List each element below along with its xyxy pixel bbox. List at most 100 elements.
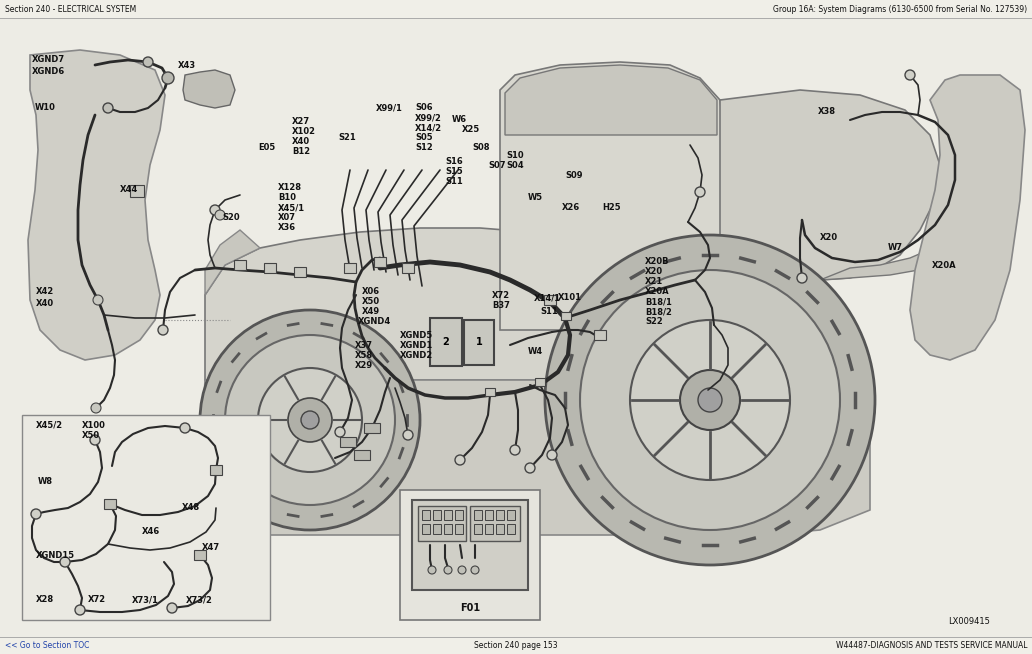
Polygon shape — [183, 70, 235, 108]
Text: X27: X27 — [292, 118, 311, 126]
Text: X73/2: X73/2 — [186, 596, 213, 604]
Bar — [455, 524, 463, 534]
Text: S11: S11 — [445, 177, 462, 186]
Text: W5: W5 — [528, 194, 543, 203]
FancyBboxPatch shape — [22, 415, 270, 620]
Text: X100: X100 — [82, 421, 106, 430]
Text: << Go to Section TOC: << Go to Section TOC — [5, 640, 90, 649]
Text: X58: X58 — [355, 351, 374, 360]
Text: X14/2: X14/2 — [415, 124, 442, 133]
Bar — [544, 295, 556, 305]
Text: X20A: X20A — [932, 260, 957, 269]
Circle shape — [458, 566, 466, 574]
Bar — [496, 510, 504, 520]
Text: X29: X29 — [355, 360, 374, 370]
Text: W7: W7 — [888, 243, 903, 252]
Text: X25: X25 — [462, 126, 480, 135]
Text: X46: X46 — [142, 528, 160, 536]
Bar — [433, 524, 441, 534]
Text: XGND1: XGND1 — [400, 341, 433, 349]
Text: E05: E05 — [258, 143, 276, 152]
Bar — [422, 524, 430, 534]
Text: X43: X43 — [178, 61, 196, 69]
Bar — [364, 423, 380, 433]
Text: S21: S21 — [338, 133, 356, 143]
Bar — [130, 185, 144, 197]
Text: S12: S12 — [415, 143, 432, 152]
Text: S06: S06 — [415, 103, 432, 112]
Circle shape — [209, 205, 220, 215]
Text: S11: S11 — [540, 307, 557, 317]
Text: XGND7: XGND7 — [32, 56, 65, 65]
Circle shape — [698, 388, 722, 412]
Circle shape — [547, 450, 557, 460]
Text: S20: S20 — [222, 213, 239, 222]
Bar — [418, 506, 466, 541]
Text: W4: W4 — [528, 347, 543, 356]
Bar — [561, 312, 571, 320]
Bar — [104, 499, 116, 509]
Text: X72: X72 — [492, 290, 510, 300]
Text: X06: X06 — [362, 288, 380, 296]
Text: X07: X07 — [278, 213, 296, 222]
Bar — [354, 450, 370, 460]
Circle shape — [103, 103, 112, 113]
Text: LX009415: LX009415 — [948, 617, 990, 627]
Text: X48: X48 — [182, 504, 200, 513]
Bar — [485, 510, 493, 520]
Circle shape — [525, 463, 535, 473]
Circle shape — [545, 235, 875, 565]
Text: Section 240 - ELECTRICAL SYSTEM: Section 240 - ELECTRICAL SYSTEM — [5, 5, 136, 14]
Text: Group 16A: System Diagrams (6130-6500 from Serial No. 127539): Group 16A: System Diagrams (6130-6500 fr… — [773, 5, 1027, 14]
Circle shape — [288, 398, 332, 442]
Text: X44: X44 — [120, 186, 138, 194]
Text: X99/1: X99/1 — [376, 103, 402, 112]
Text: X45/1: X45/1 — [278, 203, 305, 213]
Circle shape — [455, 455, 465, 465]
Text: B18/1: B18/1 — [645, 298, 672, 307]
Circle shape — [60, 557, 70, 567]
Circle shape — [580, 270, 840, 530]
Circle shape — [158, 325, 168, 335]
Text: X21: X21 — [645, 277, 664, 286]
Text: X36: X36 — [278, 224, 296, 233]
Text: Section 240 page 153: Section 240 page 153 — [474, 640, 558, 649]
Text: X37: X37 — [355, 341, 373, 349]
Bar — [194, 550, 206, 560]
Circle shape — [143, 57, 153, 67]
Circle shape — [180, 423, 190, 433]
Text: X102: X102 — [292, 128, 316, 137]
Text: X42: X42 — [36, 288, 55, 296]
Text: B12: B12 — [292, 148, 311, 156]
Circle shape — [404, 430, 413, 440]
Circle shape — [301, 411, 319, 429]
Polygon shape — [28, 50, 165, 360]
Text: S08: S08 — [472, 143, 489, 152]
Bar — [422, 510, 430, 520]
Circle shape — [258, 368, 362, 472]
Bar — [234, 260, 246, 270]
Bar — [507, 524, 515, 534]
Bar — [412, 500, 528, 590]
Circle shape — [215, 210, 225, 220]
Bar — [209, 465, 222, 475]
Circle shape — [225, 335, 395, 505]
Bar — [402, 263, 414, 273]
Bar — [474, 510, 482, 520]
Text: X38: X38 — [818, 107, 836, 116]
Text: X26: X26 — [562, 203, 580, 213]
Text: S05: S05 — [415, 133, 432, 143]
Bar — [344, 263, 356, 273]
Text: B10: B10 — [278, 194, 296, 203]
Circle shape — [335, 427, 345, 437]
Text: W6: W6 — [452, 116, 467, 124]
Polygon shape — [505, 65, 717, 135]
Circle shape — [905, 70, 915, 80]
Text: X99/2: X99/2 — [415, 114, 442, 122]
Bar — [294, 267, 307, 277]
Bar — [464, 320, 494, 365]
Circle shape — [31, 509, 41, 519]
Text: X20B: X20B — [645, 258, 670, 266]
Bar — [535, 378, 545, 386]
Polygon shape — [820, 180, 980, 280]
